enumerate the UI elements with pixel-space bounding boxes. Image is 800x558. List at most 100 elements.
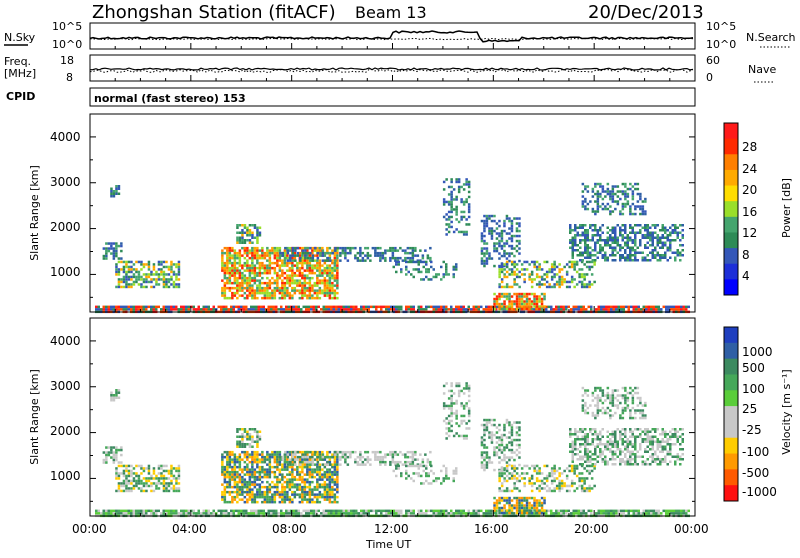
heatmap-cell (683, 510, 686, 512)
heatmap-cell (398, 512, 401, 515)
heatmap-cell (239, 282, 242, 285)
heatmap-cell (256, 488, 259, 491)
heatmap-cell (463, 407, 466, 410)
heatmap-cell (229, 274, 232, 277)
heatmap-cell (669, 242, 672, 245)
heatmap-cell (256, 249, 259, 252)
heatmap-cell (337, 451, 340, 454)
heatmap-cell (128, 465, 131, 468)
heatmap-cell (598, 308, 601, 311)
heatmap-cell (336, 458, 339, 461)
heatmap-cell (594, 210, 597, 213)
heatmap-cell (138, 283, 141, 286)
heatmap-cell (299, 493, 302, 496)
heatmap-cell (319, 456, 322, 459)
heatmap-cell (645, 512, 648, 515)
heatmap-cell (259, 466, 262, 469)
heatmap-cell (231, 458, 234, 461)
heatmap-cell (543, 278, 546, 281)
heatmap-cell (608, 306, 611, 309)
heatmap-cell (255, 510, 258, 512)
heatmap-cell (223, 308, 226, 311)
heatmap-cell (319, 496, 322, 499)
heatmap-cell (128, 475, 131, 478)
heatmap-cell (435, 306, 438, 309)
heatmap-cell (178, 470, 181, 473)
heatmap-cell (314, 476, 317, 479)
heatmap-cell (531, 293, 534, 296)
heatmap-cell (331, 284, 334, 287)
heatmap-cell (108, 451, 111, 454)
power-panel-frame (90, 114, 695, 312)
heatmap-cell (448, 226, 451, 229)
heatmap-cell (183, 308, 186, 311)
heatmap-cell (268, 308, 271, 311)
heatmap-cell (612, 195, 615, 198)
heatmap-cell (528, 305, 531, 308)
heatmap-cell (304, 451, 307, 454)
heatmap-cell (241, 287, 244, 290)
heatmap-cell (304, 491, 307, 494)
heatmap-cell (301, 282, 304, 285)
heatmap-cell (203, 308, 206, 311)
heatmap-cell (255, 306, 258, 309)
heatmap-cell (578, 276, 581, 279)
heatmap-cell (639, 239, 642, 242)
heatmap-cell (239, 232, 242, 235)
heatmap-cell (311, 269, 314, 272)
heatmap-cell (654, 237, 657, 240)
heatmap-cell (453, 512, 456, 515)
heatmap-cell (279, 463, 282, 466)
heatmap-cell (205, 306, 208, 309)
heatmap-cell (624, 237, 627, 240)
heatmap-cell (244, 466, 247, 469)
heatmap-cell (573, 286, 576, 289)
heatmap-cell (253, 308, 256, 311)
heatmap-cell (481, 439, 484, 442)
heatmap-cell (440, 510, 443, 512)
heatmap-cell (305, 510, 308, 512)
heatmap-cell (414, 247, 417, 250)
heatmap-cell (329, 498, 332, 501)
heatmap-cell (261, 289, 264, 292)
heatmap-cell (470, 308, 473, 311)
heatmap-cell (455, 198, 458, 201)
heatmap-cell (642, 200, 645, 203)
heatmap-cell (286, 294, 289, 297)
heatmap-cell (508, 308, 511, 311)
heatmap-cell (294, 453, 297, 456)
heatmap-cell (249, 277, 252, 280)
heatmap-cell (413, 268, 416, 271)
heatmap-cell (130, 487, 133, 490)
heatmap-cell (594, 249, 597, 252)
heatmap-cell (334, 297, 337, 300)
heatmap-cell (319, 252, 322, 255)
heatmap-cell (395, 306, 398, 309)
heatmap-cell (533, 295, 536, 298)
heatmap-cell (229, 272, 232, 275)
heatmap-cell (130, 482, 133, 485)
heatmap-cell (329, 277, 332, 280)
heatmap-cell (123, 271, 126, 274)
heatmap-cell (155, 273, 158, 276)
heatmap-cell (634, 259, 637, 262)
heatmap-cell (450, 221, 453, 224)
heatmap-cell (659, 257, 662, 260)
heatmap-cell (508, 295, 511, 298)
heatmap-cell (607, 190, 610, 193)
heatmap-cell (678, 306, 681, 309)
heatmap-cell (269, 257, 272, 260)
heatmap-cell (506, 298, 509, 301)
heatmap-cell (349, 451, 352, 454)
heatmap-cell (379, 257, 382, 260)
heatmap-cell (246, 491, 249, 494)
heatmap-cell (450, 226, 453, 229)
heatmap-cell (120, 512, 123, 515)
heatmap-cell (297, 451, 300, 454)
heatmap-cell (407, 456, 410, 459)
heatmap-cell (481, 461, 484, 464)
heatmap-cell (328, 510, 331, 512)
heatmap-cell (249, 436, 252, 439)
heatmap-cell (299, 483, 302, 486)
heatmap-cell (609, 229, 612, 232)
